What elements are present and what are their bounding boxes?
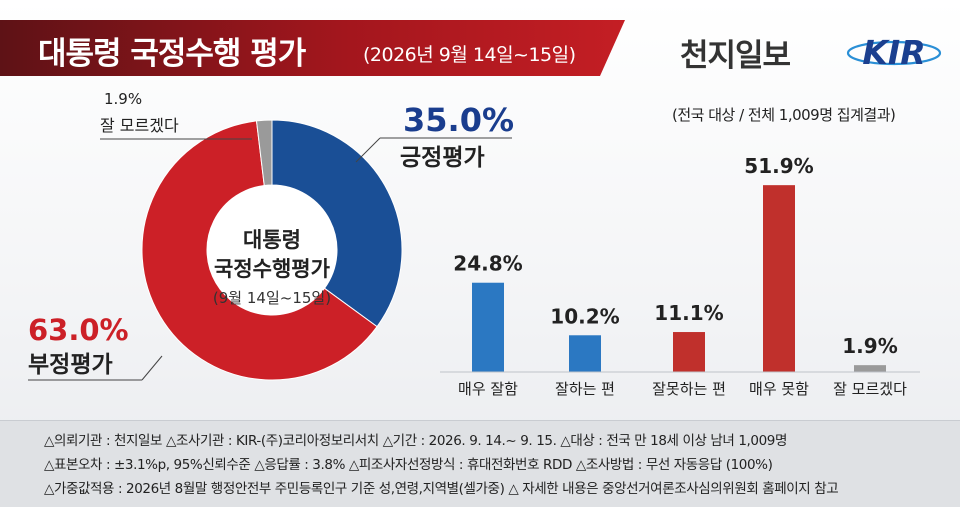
bar-1	[569, 335, 601, 372]
note-line-1: △의뢰기관 : 천지일보 △조사기관 : KIR-(주)코리아정보리서치 △기간…	[44, 433, 787, 449]
bar-category-label-4: 잘 모르겠다	[833, 380, 907, 398]
note-line-2: △표본오차 : ±3.1%p, 95%신뢰수준 △응답률 : 3.8% △피조사…	[44, 457, 773, 473]
survey-basis: (전국 대상 / 전체 1,009명 집계결과)	[672, 106, 896, 124]
positive-value-label: 35.0%	[403, 101, 514, 139]
survey-date: (2026년 9월 14일~15일)	[363, 44, 576, 66]
donut-center-line1: 대통령	[243, 228, 301, 252]
brand-name: 천지일보	[680, 38, 791, 74]
donut-center-line3: (9월 14일~15일)	[213, 289, 331, 307]
bar-category-label-1: 잘하는 편	[555, 380, 615, 398]
bar-3	[763, 185, 795, 372]
bar-category-label-3: 매우 못함	[749, 380, 809, 398]
negative-leader-line	[141, 355, 163, 381]
donut-center-line2: 국정수행평가	[214, 257, 331, 281]
bar-4	[854, 365, 886, 372]
positive-leader-line	[355, 137, 381, 163]
bar-value-label-4: 1.9%	[842, 334, 897, 358]
page-title: 대통령 국정수행 평가	[38, 36, 306, 72]
bar-chart: 24.8% 매우 잘함 10.2% 잘하는 편 11.1% 잘못하는 편 51.9% 매우 못…	[440, 154, 920, 398]
negative-label: 부정평가	[28, 352, 113, 378]
bar-category-label-0: 매우 잘함	[458, 380, 518, 398]
chart-area: 대통령 국정수행평가 (9월 14일~15일) 35.0% 긍정평가 63.0%…	[28, 90, 920, 398]
bar-value-label-2: 11.1%	[654, 301, 723, 325]
note-line-3: △가중값적용 : 2026년 8월말 행정안전부 주민등록인구 기준 성,연령,…	[44, 481, 839, 497]
positive-label: 긍정평가	[400, 145, 485, 171]
donut-hole	[207, 185, 337, 315]
title-banner	[0, 20, 625, 76]
survey-notes: △의뢰기관 : 천지일보 △조사기관 : KIR-(주)코리아정보리서치 △기간…	[0, 420, 960, 507]
unsure-label: 잘 모르겠다	[100, 116, 179, 135]
unsure-value-label: 1.9%	[104, 90, 142, 108]
negative-value-label: 63.0%	[28, 313, 129, 347]
bar-0	[472, 282, 504, 372]
bar-category-label-2: 잘못하는 편	[652, 380, 726, 398]
bar-value-label-0: 24.8%	[453, 252, 522, 276]
bar-2	[673, 332, 705, 372]
bar-value-label-3: 51.9%	[744, 154, 813, 178]
kir-logo: KIR	[846, 33, 942, 72]
kir-logo-text: KIR	[862, 33, 925, 72]
bar-value-label-1: 10.2%	[550, 304, 619, 328]
